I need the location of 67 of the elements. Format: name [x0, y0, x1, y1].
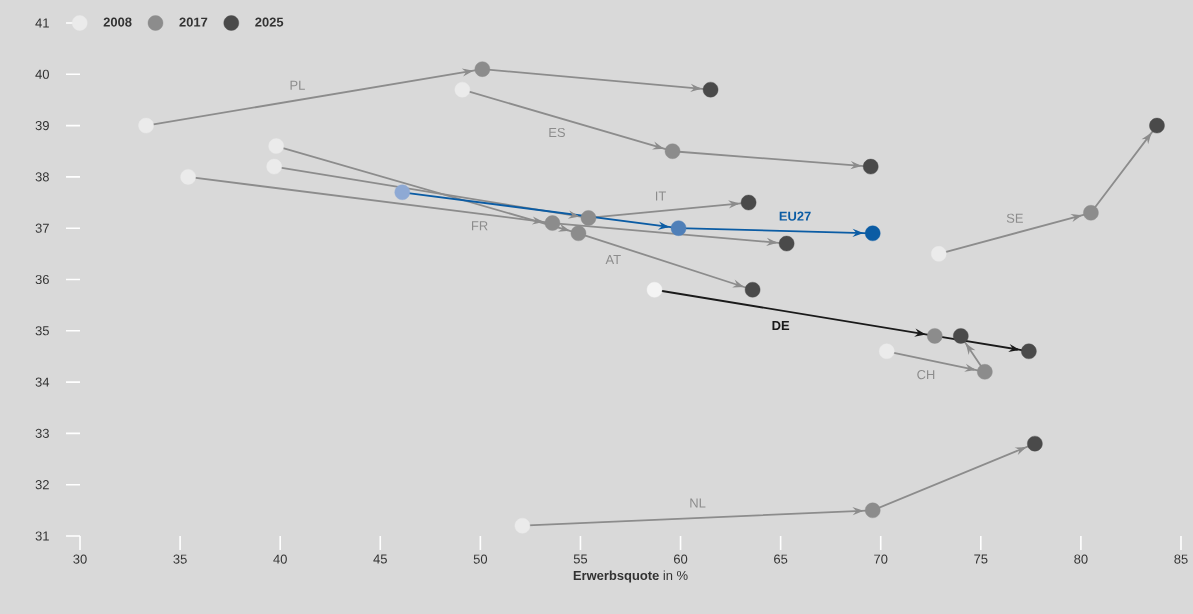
x-tick-label: 85 [1174, 554, 1188, 564]
point [268, 138, 284, 154]
x-tick-label: 50 [473, 554, 488, 564]
legend-label: 2025 [255, 17, 284, 27]
point [865, 502, 881, 519]
series-label: FR [472, 221, 488, 231]
point [744, 282, 761, 298]
point [646, 282, 663, 298]
y-tick-label: 35 [35, 326, 49, 336]
point [927, 328, 943, 344]
point [740, 194, 757, 211]
x-tick-label: 65 [774, 554, 788, 564]
x-tick-label: 55 [573, 554, 588, 564]
point [1083, 205, 1099, 221]
point [570, 225, 587, 242]
series-label: CH [917, 370, 935, 380]
legend-label: 2017 [179, 17, 208, 27]
point [664, 143, 681, 159]
point [865, 225, 881, 242]
point [977, 364, 993, 380]
point [544, 215, 561, 231]
point [454, 81, 471, 98]
legend-label: 2008 [103, 17, 132, 27]
series-label: NL [690, 498, 706, 508]
series-label: EU27 [779, 211, 811, 221]
point [879, 343, 895, 360]
series-label: ES [549, 127, 565, 138]
y-tick-label: 39 [35, 121, 49, 131]
x-tick-label: 45 [373, 554, 387, 564]
point [138, 117, 154, 134]
series-label: DE [772, 321, 790, 330]
series-label: SE [1006, 213, 1023, 223]
point [702, 81, 719, 98]
y-tick-label: 40 [35, 69, 49, 79]
point [863, 158, 879, 175]
x-tick-label: 75 [974, 554, 988, 564]
y-tick-label: 34 [35, 377, 50, 387]
x-tick-label: 40 [273, 554, 287, 564]
x-tick-label: 80 [1074, 554, 1088, 564]
x-tick-label: 35 [173, 554, 187, 564]
point [474, 61, 491, 77]
point [394, 184, 410, 200]
series-label: AT [605, 255, 621, 265]
y-tick-label: 41 [35, 18, 49, 28]
series-label: PL [290, 80, 305, 90]
point [180, 169, 196, 185]
y-tick-label: 36 [35, 274, 49, 285]
series-label: IT [655, 191, 666, 201]
x-tick-label: 70 [874, 554, 888, 564]
x-axis-title: Erwerbsquote in % [573, 570, 688, 583]
y-tick-label: 33 [35, 428, 49, 438]
y-tick-label: 37 [35, 223, 49, 233]
x-tick-label: 60 [674, 554, 688, 564]
y-tick-label: 31 [35, 531, 49, 541]
point [931, 246, 947, 262]
y-tick-label: 32 [35, 480, 49, 490]
point [670, 220, 687, 236]
point [1149, 117, 1165, 134]
point [580, 210, 597, 226]
point [266, 158, 282, 175]
point [778, 235, 795, 252]
point [953, 328, 969, 344]
point [1027, 435, 1043, 452]
x-tick-label: 30 [73, 554, 87, 564]
point [1021, 343, 1037, 360]
point [514, 518, 531, 534]
y-tick-label: 38 [35, 172, 49, 182]
